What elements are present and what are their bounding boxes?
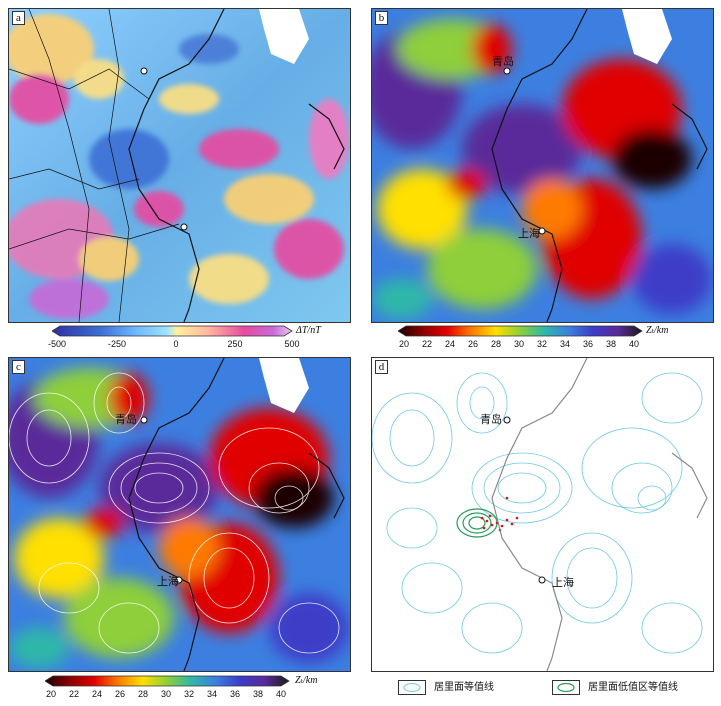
colorbar-a-tick: 500	[284, 339, 300, 349]
legend-contour-swatch	[398, 679, 426, 695]
panel-c-curie-depth-contour-map: c 青岛 上海	[8, 357, 351, 672]
colorbar-b-tick: 24	[444, 339, 456, 349]
panel-b-curie-depth-map: b 青岛 上海	[371, 8, 714, 323]
city-label-shanghai: 上海	[157, 575, 179, 588]
contour-only-map-image	[372, 358, 708, 671]
legend-contour-label: 居里面等值线	[434, 682, 494, 693]
legend-contour: 居里面等值线	[398, 678, 494, 695]
colorbar-a-tick: -250	[107, 339, 127, 349]
colorbar-c-unit: Zₜ/km	[295, 675, 318, 686]
colorbar-c-tick: 20	[45, 689, 57, 699]
colorbar-b-tick: 22	[421, 339, 433, 349]
colorbar-c-tick: 40	[275, 689, 287, 699]
colorbar-a-gradient	[51, 325, 293, 337]
city-label-qingdao: 青岛	[480, 413, 502, 426]
panel-label: a	[12, 11, 25, 25]
colorbar-c-gradient	[44, 675, 290, 687]
colorbar-b-tick: 32	[536, 339, 548, 349]
colorbar-c-tick: 38	[252, 689, 264, 699]
colorbar-a-unit: ΔT/nT	[296, 325, 321, 336]
legend-low-contour-swatch	[552, 679, 580, 695]
colorbar-c: 20 22 24 26 28 30 32 34 36 38 40 Zₜ/km	[44, 675, 345, 703]
colorbar-b: 20 22 24 26 28 30 32 34 36 38 40 Zₜ/km	[397, 325, 698, 353]
colorbar-b-tick: 20	[398, 339, 410, 349]
colorbar-b-tick: 26	[467, 339, 479, 349]
colorbar-a-tick: 250	[227, 339, 243, 349]
legend-low-contour-label: 居里面低值区等值线	[588, 682, 678, 693]
panel-label: b	[375, 11, 388, 25]
colorbar-a-tick: 0	[173, 339, 179, 349]
colorbar-a: -500 -250 0 250 500 ΔT/nT	[48, 325, 352, 353]
colorbar-c-tick: 30	[160, 689, 172, 699]
colorbar-c-tick: 26	[114, 689, 126, 699]
colorbar-a-tick: -500	[47, 339, 67, 349]
colorbar-b-gradient	[397, 325, 643, 337]
low-value-contours	[456, 508, 498, 538]
colorbar-c-tick: 36	[229, 689, 241, 699]
panel-d-contour-only-map: d 青岛 上海	[371, 357, 714, 672]
colorbar-b-tick: 38	[605, 339, 617, 349]
legend-low-contour: 居里面低值区等值线	[552, 678, 678, 695]
panel-a-magnetic-anomaly-map: a	[8, 8, 351, 323]
colorbar-b-tick: 34	[559, 339, 571, 349]
colorbar-b-tick: 30	[513, 339, 525, 349]
colorbar-c-tick: 24	[91, 689, 103, 699]
curie-depth-map-image	[372, 9, 713, 322]
panel-label: d	[375, 360, 388, 374]
colorbar-b-unit: Zₜ/km	[646, 325, 669, 336]
colorbar-b-tick: 36	[582, 339, 594, 349]
colorbar-c-tick: 28	[137, 689, 149, 699]
colorbar-c-tick: 34	[206, 689, 218, 699]
city-label-qingdao: 青岛	[115, 413, 137, 426]
magnetic-anomaly-map-image	[9, 9, 350, 322]
city-label-shanghai: 上海	[552, 576, 574, 589]
colorbar-b-tick: 28	[490, 339, 502, 349]
colorbar-c-tick: 32	[183, 689, 195, 699]
city-label-shanghai: 上海	[518, 227, 540, 240]
city-label-qingdao: 青岛	[492, 55, 514, 68]
colorbar-c-tick: 22	[68, 689, 80, 699]
colorbar-b-tick: 40	[628, 339, 640, 349]
curie-depth-contour-map-image	[9, 358, 350, 671]
panel-label: c	[12, 360, 25, 374]
